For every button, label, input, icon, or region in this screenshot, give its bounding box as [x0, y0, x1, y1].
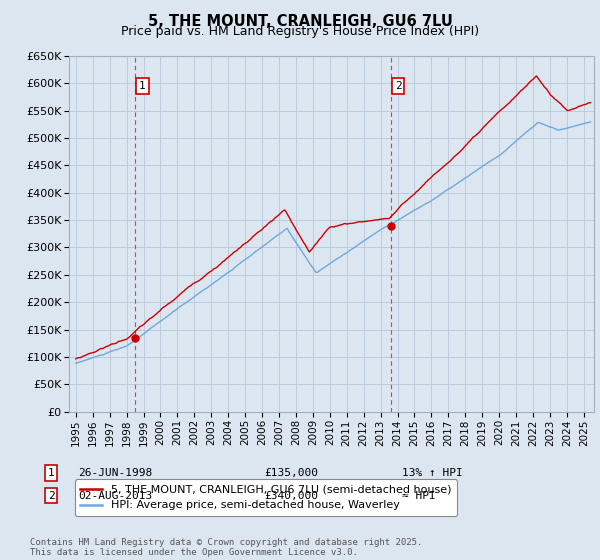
Legend: 5, THE MOUNT, CRANLEIGH, GU6 7LU (semi-detached house), HPI: Average price, semi: 5, THE MOUNT, CRANLEIGH, GU6 7LU (semi-d… — [74, 479, 457, 516]
Text: 13% ↑ HPI: 13% ↑ HPI — [402, 468, 463, 478]
Text: £340,000: £340,000 — [264, 491, 318, 501]
Text: 2: 2 — [395, 81, 401, 91]
Text: Contains HM Land Registry data © Crown copyright and database right 2025.
This d: Contains HM Land Registry data © Crown c… — [30, 538, 422, 557]
Text: Price paid vs. HM Land Registry's House Price Index (HPI): Price paid vs. HM Land Registry's House … — [121, 25, 479, 38]
Text: 1: 1 — [139, 81, 146, 91]
Text: £135,000: £135,000 — [264, 468, 318, 478]
Text: 02-AUG-2013: 02-AUG-2013 — [78, 491, 152, 501]
Text: 5, THE MOUNT, CRANLEIGH, GU6 7LU: 5, THE MOUNT, CRANLEIGH, GU6 7LU — [148, 14, 452, 29]
Text: 1: 1 — [47, 468, 55, 478]
Text: ≈ HPI: ≈ HPI — [402, 491, 436, 501]
Text: 26-JUN-1998: 26-JUN-1998 — [78, 468, 152, 478]
Text: 2: 2 — [47, 491, 55, 501]
